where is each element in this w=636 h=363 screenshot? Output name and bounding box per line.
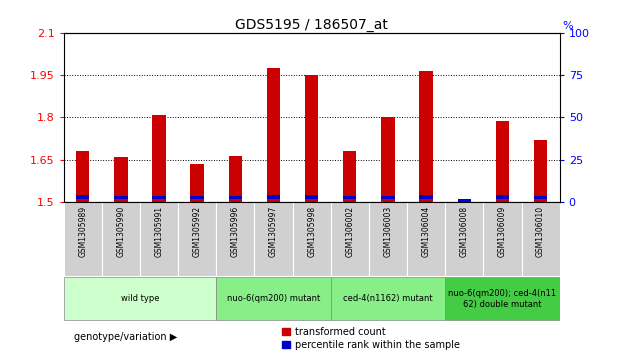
Text: GSM1305989: GSM1305989 [78, 206, 87, 257]
FancyBboxPatch shape [216, 277, 331, 321]
FancyBboxPatch shape [254, 202, 293, 276]
Bar [457, 199, 471, 201]
Text: GSM1306003: GSM1306003 [384, 206, 392, 257]
Bar [267, 195, 280, 199]
FancyBboxPatch shape [178, 202, 216, 276]
Title: GDS5195 / 186507_at: GDS5195 / 186507_at [235, 18, 388, 32]
Text: ced-4(n1162) mutant: ced-4(n1162) mutant [343, 294, 432, 303]
Bar [114, 196, 127, 199]
Bar [305, 75, 319, 202]
FancyBboxPatch shape [331, 277, 445, 321]
Text: GSM1305991: GSM1305991 [155, 206, 163, 257]
Bar [534, 196, 547, 199]
Bar [382, 117, 394, 202]
Text: GSM1305998: GSM1305998 [307, 206, 316, 257]
FancyBboxPatch shape [445, 202, 483, 276]
FancyBboxPatch shape [216, 202, 254, 276]
Bar [343, 196, 356, 199]
Bar [267, 68, 280, 202]
Bar [305, 195, 319, 199]
Text: GSM1306002: GSM1306002 [345, 206, 354, 257]
Text: GSM1305997: GSM1305997 [269, 206, 278, 257]
Legend: transformed count, percentile rank within the sample: transformed count, percentile rank withi… [279, 323, 464, 354]
FancyBboxPatch shape [369, 202, 407, 276]
Bar [420, 71, 432, 202]
FancyBboxPatch shape [102, 202, 140, 276]
Bar [153, 196, 165, 199]
Bar [76, 195, 89, 199]
Text: genotype/variation ▶: genotype/variation ▶ [74, 332, 177, 342]
FancyBboxPatch shape [64, 277, 216, 321]
Bar [382, 196, 394, 199]
Text: GSM1305990: GSM1305990 [116, 206, 125, 257]
Bar [191, 164, 204, 202]
Bar [496, 121, 509, 202]
Bar [457, 199, 471, 202]
Bar [191, 196, 204, 199]
Text: nuo-6(qm200); ced-4(n11
62) double mutant: nuo-6(qm200); ced-4(n11 62) double mutan… [448, 289, 556, 309]
Bar [229, 155, 242, 202]
FancyBboxPatch shape [483, 202, 522, 276]
Bar [76, 151, 89, 202]
FancyBboxPatch shape [331, 202, 369, 276]
Bar [420, 195, 432, 199]
FancyBboxPatch shape [140, 202, 178, 276]
Text: %: % [562, 21, 573, 31]
Bar [153, 115, 165, 202]
Bar [343, 151, 356, 202]
Bar [534, 140, 547, 202]
Text: GSM1306004: GSM1306004 [422, 206, 431, 257]
FancyBboxPatch shape [64, 202, 102, 276]
Text: GSM1306008: GSM1306008 [460, 206, 469, 257]
FancyBboxPatch shape [445, 277, 560, 321]
FancyBboxPatch shape [293, 202, 331, 276]
Text: GSM1306010: GSM1306010 [536, 206, 545, 257]
Text: wild type: wild type [121, 294, 159, 303]
Bar [229, 196, 242, 199]
Text: GSM1305996: GSM1305996 [231, 206, 240, 257]
Bar [496, 195, 509, 199]
Bar [114, 157, 127, 202]
Text: GSM1306009: GSM1306009 [498, 206, 507, 257]
Text: GSM1305992: GSM1305992 [193, 206, 202, 257]
FancyBboxPatch shape [407, 202, 445, 276]
FancyBboxPatch shape [522, 202, 560, 276]
Text: nuo-6(qm200) mutant: nuo-6(qm200) mutant [227, 294, 320, 303]
